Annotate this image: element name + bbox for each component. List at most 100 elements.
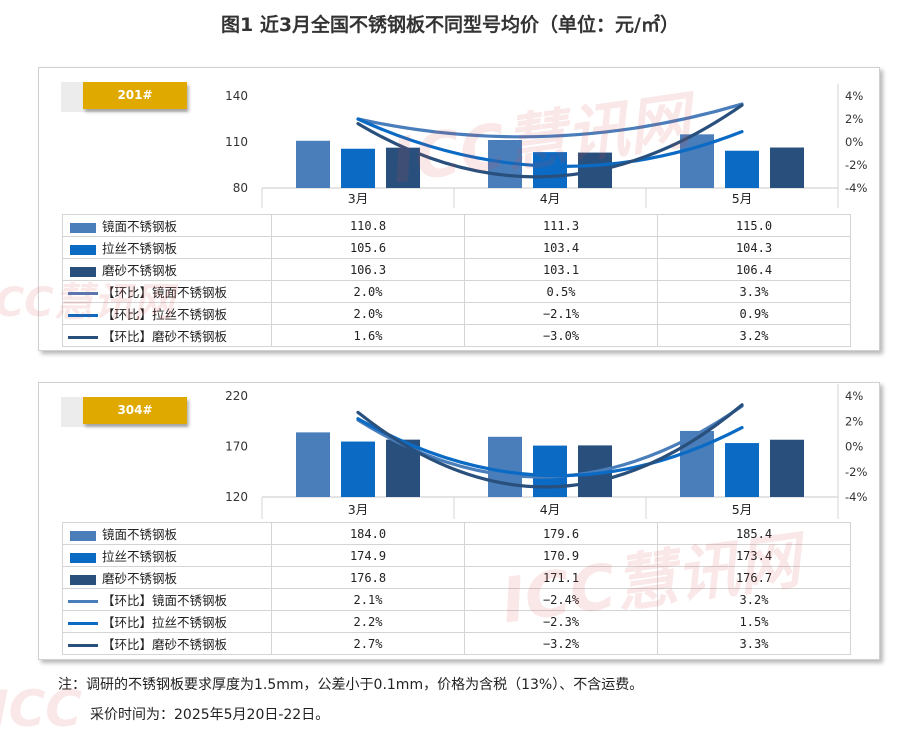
series-line-3 <box>356 103 744 179</box>
table-row: 【环比】磨砂不锈钢板 2.7% −3.2% 3.3% <box>62 632 851 655</box>
category-label: 3月 <box>348 502 368 517</box>
table-cell: 3.3% <box>657 632 851 655</box>
legend-entry: 拉丝不锈钢板 <box>62 544 272 567</box>
bar-2 <box>533 152 567 188</box>
series-name: 【环比】镜面不锈钢板 <box>102 593 228 608</box>
table-cell: 173.4 <box>657 544 851 567</box>
bar-3 <box>770 439 804 497</box>
table-cell: 2.0% <box>271 302 465 325</box>
table-cell: 176.7 <box>657 566 851 589</box>
y2-tick-label: 4% <box>845 89 863 103</box>
table-cell: 2.2% <box>271 610 465 633</box>
bar-1 <box>296 432 330 497</box>
legend-entry: 镜面不锈钢板 <box>62 522 272 545</box>
series-name: 【环比】拉丝不锈钢板 <box>102 307 228 322</box>
series-name: 【环比】拉丝不锈钢板 <box>102 615 228 630</box>
series-name: 磨砂不锈钢板 <box>102 571 178 586</box>
legend-swatch <box>70 222 96 233</box>
y2-tick-label: -4% <box>845 181 867 195</box>
bar-2 <box>341 148 375 188</box>
table-row: 【环比】磨砂不锈钢板 1.6% −3.0% 3.2% <box>62 324 851 347</box>
footnote: 注：调研的不锈钢板要求厚度为1.5mm，公差小于0.1mm，价格为含税（13%）… <box>58 677 644 693</box>
series-name: 【环比】磨砂不锈钢板 <box>102 637 228 652</box>
bar-3 <box>770 147 804 188</box>
legend-swatch <box>68 314 98 317</box>
table-cell: 103.4 <box>464 236 658 259</box>
y-tick-label: 120 <box>225 490 248 504</box>
table-cell: 3.2% <box>657 324 851 347</box>
y2-tick-label: -4% <box>845 490 867 504</box>
table-cell: 2.7% <box>271 632 465 655</box>
chart-panel-201: 201# 80 110 140 4% 2% 0% -2% -4% 3月 4月 5月 镜面不锈钢板 11… <box>38 67 880 351</box>
legend-swatch <box>70 266 96 277</box>
chart-title: 图1 近3月全国不锈钢板不同型号均价（单位：元/㎡） <box>221 14 679 36</box>
bar-2 <box>341 441 375 497</box>
y-tick-label: 80 <box>233 181 248 195</box>
y2-tick-label: -2% <box>845 158 867 172</box>
table-cell: 1.5% <box>657 610 851 633</box>
legend-entry: 【环比】拉丝不锈钢板 <box>62 610 272 633</box>
table-cell: 106.3 <box>271 258 465 281</box>
y2-tick-label: 4% <box>845 389 863 403</box>
category-label: 3月 <box>348 191 368 206</box>
table-cell: 106.4 <box>657 258 851 281</box>
table-cell: 103.1 <box>464 258 658 281</box>
legend-swatch <box>68 622 98 625</box>
table-cell: −2.1% <box>464 302 658 325</box>
table-row: 【环比】拉丝不锈钢板 2.0% −2.1% 0.9% <box>62 302 851 325</box>
series-name: 拉丝不锈钢板 <box>102 549 178 564</box>
legend-entry: 镜面不锈钢板 <box>62 214 272 237</box>
table-cell: 110.8 <box>271 214 465 237</box>
series-name: 【环比】镜面不锈钢板 <box>102 285 228 300</box>
series-name: 拉丝不锈钢板 <box>102 241 178 256</box>
y2-tick-label: 2% <box>845 112 863 126</box>
table-row: 拉丝不锈钢板 174.9 170.9 173.4 <box>62 544 851 567</box>
bar-1 <box>296 140 330 188</box>
table-row: 镜面不锈钢板 110.8 111.3 115.0 <box>62 214 851 237</box>
table-row: 拉丝不锈钢板 105.6 103.4 104.3 <box>62 236 851 259</box>
series-line-2 <box>356 117 744 168</box>
y-tick-label: 170 <box>225 440 248 454</box>
table-cell: 176.8 <box>271 566 465 589</box>
category-label: 5月 <box>732 502 752 517</box>
table-cell: 184.0 <box>271 522 465 545</box>
table-cell: 170.9 <box>464 544 658 567</box>
table-cell: −2.4% <box>464 588 658 611</box>
series-line-2 <box>356 417 744 478</box>
legend-entry: 拉丝不锈钢板 <box>62 236 272 259</box>
table-cell: 104.3 <box>657 236 851 259</box>
legend-swatch <box>68 644 98 647</box>
table-cell: 0.5% <box>464 280 658 303</box>
series-line-1 <box>356 102 744 139</box>
legend-swatch <box>70 530 96 541</box>
series-line-3 <box>356 403 744 489</box>
footnote-date: 采价时间为：2025年5月20日-22日。 <box>90 707 330 723</box>
bar-1 <box>488 436 522 497</box>
table-row: 【环比】镜面不锈钢板 2.1% −2.4% 3.2% <box>62 588 851 611</box>
series-name: 磨砂不锈钢板 <box>102 263 178 278</box>
y2-tick-label: 2% <box>845 414 863 428</box>
combo-chart-304: 120 170 220 4% 2% 0% -2% -4% 3月 4月 5月 <box>225 384 867 519</box>
y-tick-label: 110 <box>225 135 248 149</box>
category-label: 4月 <box>540 191 560 206</box>
table-cell: −2.3% <box>464 610 658 633</box>
table-row: 【环比】镜面不锈钢板 2.0% 0.5% 3.3% <box>62 280 851 303</box>
bar-2 <box>725 443 759 497</box>
bar-2 <box>533 445 567 497</box>
table-cell: 0.9% <box>657 302 851 325</box>
legend-swatch <box>70 574 96 585</box>
combo-chart-201: 80 110 140 4% 2% 0% -2% -4% 3月 4月 5月 <box>225 84 867 208</box>
legend-entry: 【环比】磨砂不锈钢板 <box>62 324 272 347</box>
legend-entry: 磨砂不锈钢板 <box>62 566 272 589</box>
table-cell: 105.6 <box>271 236 465 259</box>
table-cell: 179.6 <box>464 522 658 545</box>
legend-entry: 【环比】镜面不锈钢板 <box>62 588 272 611</box>
bar-2 <box>725 150 759 188</box>
table-cell: 2.1% <box>271 588 465 611</box>
legend-swatch <box>70 244 96 255</box>
table-row: 磨砂不锈钢板 106.3 103.1 106.4 <box>62 258 851 281</box>
legend-swatch <box>70 552 96 563</box>
table-cell: 3.3% <box>657 280 851 303</box>
table-cell: 171.1 <box>464 566 658 589</box>
table-cell: −3.0% <box>464 324 658 347</box>
